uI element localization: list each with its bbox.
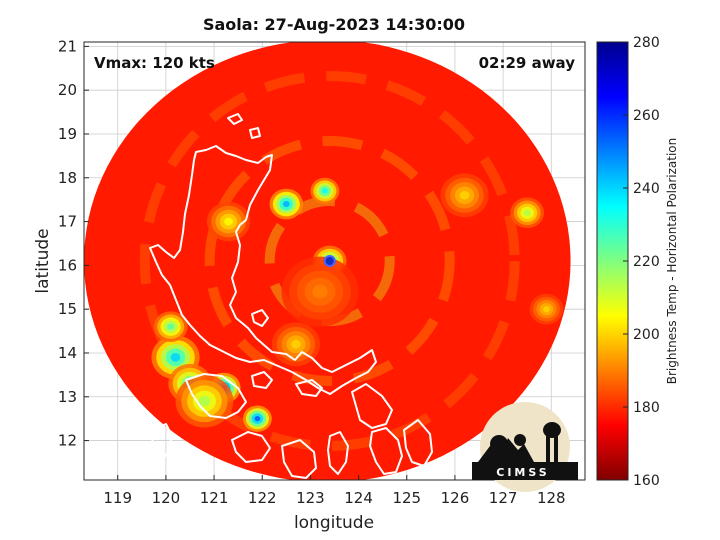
y-tick-label: 15 <box>58 300 77 318</box>
convection-cell <box>523 209 531 216</box>
x-tick-label: 123 <box>296 489 325 507</box>
y-tick-label: 19 <box>58 125 77 143</box>
rain-band <box>204 136 455 386</box>
coastline-panay <box>231 431 271 463</box>
x-tick-label: 125 <box>392 489 421 507</box>
convection-cell <box>170 352 181 362</box>
x-tick-label: 127 <box>489 489 518 507</box>
cimss-logo: CIMSS <box>472 402 578 492</box>
x-axis-ticks: 119 120 121 122 123 124 125 126 127 128 <box>103 475 566 507</box>
colorbar-tick-label: 280 <box>633 35 660 51</box>
y-tick-label: 20 <box>58 81 77 99</box>
rain-band <box>139 71 520 451</box>
convection-cell <box>321 188 328 194</box>
coastline-islet-1 <box>227 113 243 125</box>
y-axis-ticks: 12 13 14 15 16 17 18 19 20 21 <box>58 37 89 450</box>
convection-cell <box>167 323 175 330</box>
plot-frame <box>83 41 586 481</box>
y-axis-label: latitude <box>33 228 53 293</box>
convection-cell <box>312 284 328 299</box>
x-tick-label: 128 <box>537 489 566 507</box>
convection-cell <box>459 190 470 200</box>
colorbar-tick-label: 180 <box>633 400 660 416</box>
x-tick-label: 124 <box>344 489 373 507</box>
coastline-outline <box>147 113 433 479</box>
x-tick-label: 120 <box>152 489 181 507</box>
colorbar-tick-label: 200 <box>633 327 660 343</box>
coastline-islet-3 <box>251 309 269 327</box>
coastline-cebu <box>327 431 349 475</box>
coastline-masbate <box>295 379 323 397</box>
convection-cell <box>543 306 550 313</box>
y-tick-label: 14 <box>58 344 77 362</box>
vmax-annotation: Vmax: 120 kts <box>94 54 215 72</box>
coastline-samar <box>351 383 393 429</box>
x-tick-label: 122 <box>248 489 277 507</box>
colorbar-tick-label: 260 <box>633 108 660 124</box>
coastline-negros <box>281 439 317 479</box>
colorbar-ticks: 160 180 200 220 240 260 280 <box>623 35 660 489</box>
cimss-logo-text: CIMSS <box>496 466 549 479</box>
x-tick-label: 121 <box>200 489 229 507</box>
colorbar-tick-label: 160 <box>633 473 660 489</box>
colorbar <box>596 41 629 481</box>
coastline-bohol <box>403 419 433 467</box>
colorbar-tick-label: 220 <box>633 254 660 270</box>
coastline-marinduque <box>251 371 273 389</box>
coastline-leyte <box>369 427 403 475</box>
y-tick-label: 13 <box>58 388 77 406</box>
convection-cell <box>224 217 233 226</box>
brightness-temp-swath <box>84 42 571 480</box>
chart-title: Saola: 27-Aug-2023 14:30:00 <box>203 15 465 34</box>
coastline-islet-2 <box>249 127 261 139</box>
y-tick-label: 12 <box>58 432 77 450</box>
colorbar-label: Brightness Temp - Horizontal Polarizatio… <box>665 138 679 385</box>
x-axis-label: longitude <box>294 513 374 533</box>
x-tick-label: 126 <box>441 489 470 507</box>
storm-eye <box>323 255 336 267</box>
y-tick-label: 16 <box>58 256 77 274</box>
time-away-annotation: 02:29 away <box>479 54 576 72</box>
coastline-palawan <box>147 423 173 471</box>
x-tick-label: 119 <box>103 489 132 507</box>
colorbar-tick-label: 240 <box>633 181 660 197</box>
convection-cell <box>291 339 301 349</box>
coastline-mindoro <box>185 373 247 419</box>
convection-cell <box>254 416 261 422</box>
y-tick-label: 18 <box>58 169 77 187</box>
convection-cell <box>282 200 290 208</box>
coastline-luzon <box>149 145 377 395</box>
y-tick-label: 21 <box>58 37 77 55</box>
y-tick-label: 17 <box>58 213 77 231</box>
convection-cell <box>198 395 211 407</box>
